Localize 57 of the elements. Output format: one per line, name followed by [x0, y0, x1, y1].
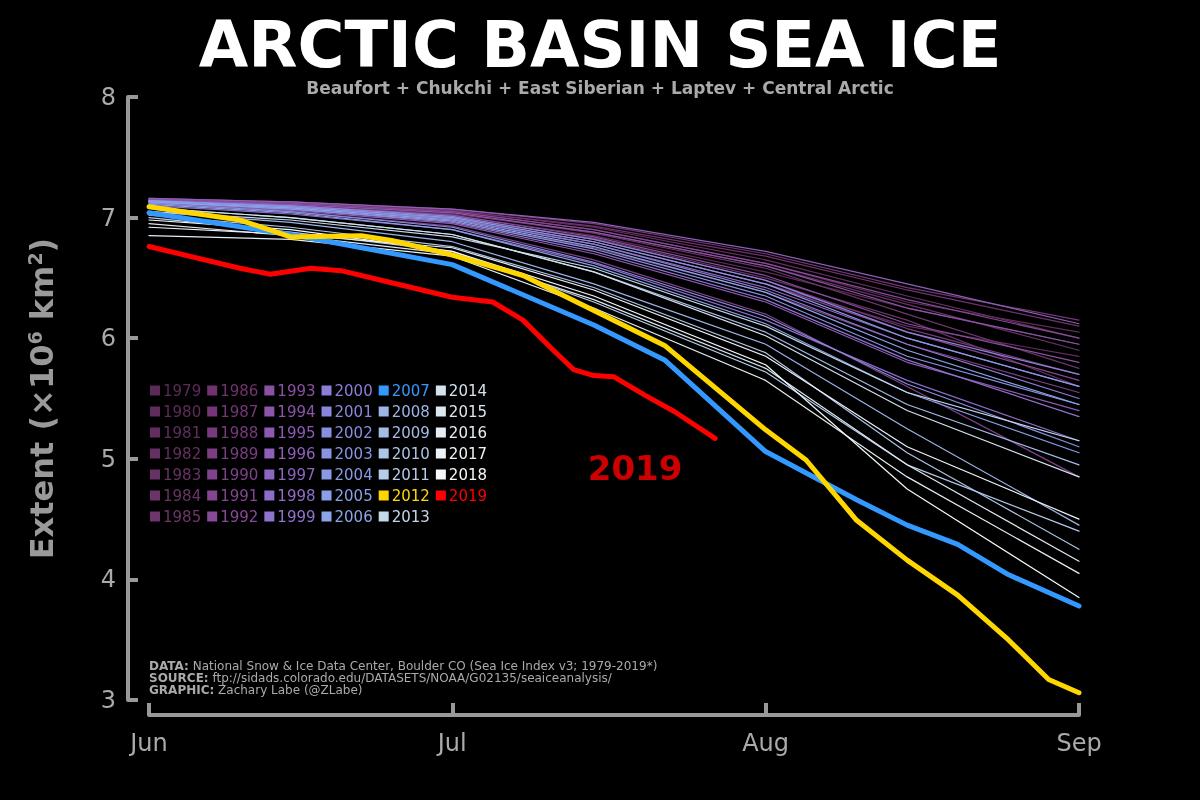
y-tick-label: 8	[100, 83, 116, 111]
legend-label: 2019	[448, 486, 488, 505]
legend-label: 2013	[391, 507, 430, 526]
y-tick-label: 4	[100, 565, 116, 594]
legend-label: 1988	[220, 423, 259, 442]
legend-label: 2004	[334, 465, 373, 484]
legend-label: 2016	[448, 423, 488, 442]
legend-label: 1989	[220, 444, 259, 463]
legend-label: 1994	[277, 402, 316, 421]
annotation: 2019	[587, 448, 683, 489]
y-axis-title: Extent (×106 km2)	[22, 237, 61, 560]
legend-label: 2010	[391, 444, 430, 463]
legend-label: 2012	[391, 486, 430, 505]
y-tick-label: 5	[100, 444, 116, 473]
legend-label: 1992	[220, 507, 259, 526]
x-tick-label: Jun	[128, 729, 168, 757]
y-tick-label: 7	[100, 203, 116, 232]
x-tick-label: Aug	[742, 729, 790, 757]
legend-label: 1997	[277, 465, 316, 484]
legend-label: 2003	[334, 444, 373, 463]
legend-label: 1996	[277, 444, 316, 463]
legend-label: 2011	[391, 465, 430, 484]
legend-label: 2002	[334, 423, 373, 442]
x-tick-label: Jul	[435, 729, 467, 757]
legend-label: 2001	[334, 402, 373, 421]
legend-label: 2008	[391, 402, 430, 421]
legend-label: 1998	[277, 486, 316, 505]
legend-label: 1987	[220, 402, 259, 421]
y-tick-label: 3	[100, 686, 116, 714]
legend-label: 1993	[277, 381, 316, 400]
annotation: DATA: National Snow & Ice Data Center, Boulder CO (Sea Ice Index v3; 1979-2019*)	[149, 659, 658, 673]
legend-label: 1979	[163, 381, 202, 400]
legend-label: 1995	[277, 423, 316, 442]
legend-label: 2000	[334, 381, 373, 400]
legend-label: 2009	[391, 423, 430, 442]
annotation: GRAPHIC: Zachary Labe (@ZLabe)	[149, 683, 363, 697]
legend-label: 1986	[220, 381, 259, 400]
legend-label: 1983	[163, 465, 202, 484]
annotation: SOURCE: ftp://sidads.colorado.edu/DATASETS/NOAA/G02135/seaiceanalysis/	[149, 671, 613, 685]
x-tick-label: Sep	[1056, 729, 1102, 757]
legend-label: 2014	[448, 381, 488, 400]
legend-label: 2006	[334, 507, 373, 526]
legend-label: 2018	[448, 465, 488, 484]
legend-label: 1991	[220, 486, 259, 505]
legend-label: 2015	[448, 402, 488, 421]
legend-label: 1990	[220, 465, 259, 484]
legend-label: 1981	[163, 423, 202, 442]
legend-label: 1985	[163, 507, 202, 526]
legend-label: 2007	[391, 381, 430, 400]
legend-label: 2005	[334, 486, 373, 505]
legend-label: 2017	[448, 444, 488, 463]
legend-label: 1982	[163, 444, 202, 463]
y-tick-label: 6	[100, 324, 116, 353]
legend-label: 1984	[163, 486, 202, 505]
legend-label: 1980	[163, 402, 202, 421]
chart-subtitle: Beaufort + Chukchi + East Siberian + Laptev + Central Arctic	[306, 77, 894, 98]
legend-label: 1999	[277, 507, 316, 526]
